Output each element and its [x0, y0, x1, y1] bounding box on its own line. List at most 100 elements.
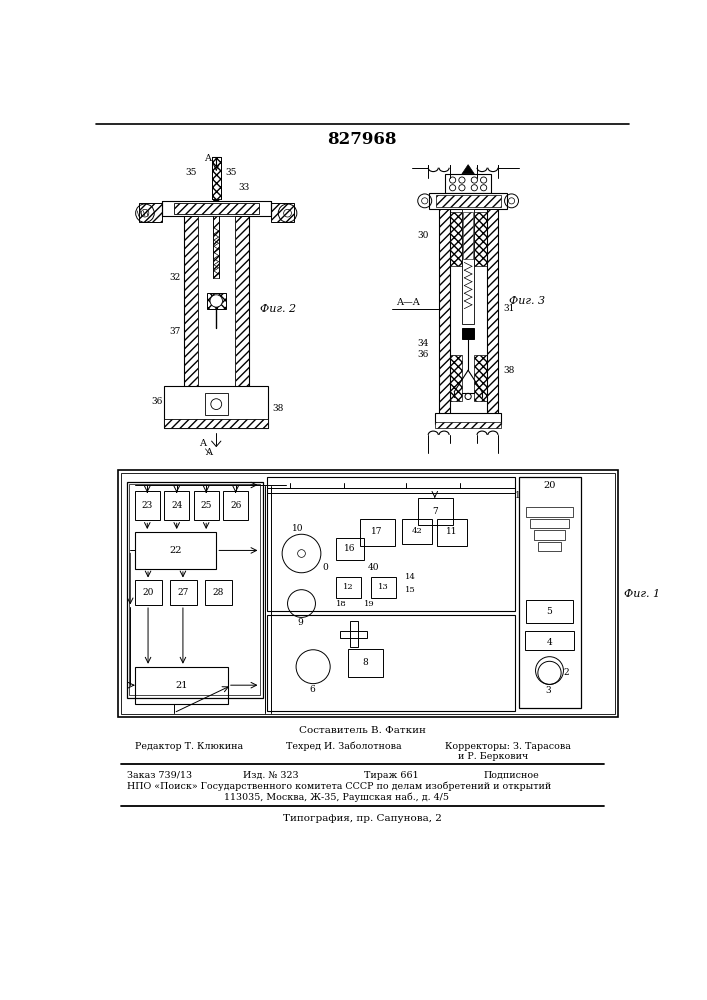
Text: 6: 6 [309, 685, 315, 694]
Bar [360, 519, 395, 546]
Bar [135, 532, 216, 569]
Bar [371, 577, 396, 598]
Bar [194, 491, 218, 520]
Bar [204, 580, 232, 605]
Bar [418, 498, 452, 525]
Bar [118, 470, 618, 717]
Bar [538, 542, 561, 551]
Bar [351, 621, 358, 647]
Text: 23: 23 [141, 501, 153, 510]
Bar [436, 195, 501, 207]
Text: 26: 26 [230, 501, 241, 510]
Text: 38: 38 [272, 404, 284, 413]
Text: 35: 35 [226, 168, 237, 177]
Polygon shape [462, 165, 474, 174]
Bar [429, 193, 507, 209]
Bar [164, 386, 268, 428]
Text: 12: 12 [344, 583, 354, 591]
Bar [135, 580, 162, 605]
Text: 18: 18 [337, 600, 347, 608]
Polygon shape [213, 199, 219, 207]
Text: 42: 42 [411, 527, 422, 535]
Bar [198, 216, 235, 386]
Text: 2: 2 [563, 668, 569, 677]
Text: A—A: A—A [396, 298, 420, 307]
Text: 24: 24 [171, 501, 182, 510]
Text: 0: 0 [322, 563, 328, 572]
Text: 36: 36 [151, 397, 163, 406]
Text: A: A [204, 154, 211, 163]
Bar [127, 482, 263, 698]
Bar [271, 203, 293, 222]
Text: 28: 28 [212, 588, 223, 597]
Bar [462, 209, 474, 324]
Text: 40: 40 [368, 563, 379, 572]
Text: 10: 10 [292, 524, 303, 533]
Text: 33: 33 [238, 183, 249, 192]
Bar [207, 293, 226, 309]
Text: 5: 5 [547, 607, 552, 616]
Bar [450, 212, 462, 266]
Bar [211, 157, 221, 199]
Bar [164, 491, 189, 520]
Text: 15: 15 [404, 586, 415, 594]
Text: 30: 30 [417, 231, 428, 240]
Bar [438, 209, 450, 413]
Bar [139, 203, 162, 222]
Bar [534, 530, 565, 540]
Text: Типография, пр. Сапунова, 2: Типография, пр. Сапунова, 2 [283, 814, 441, 823]
Bar [129, 484, 260, 695]
Text: Техред И. Заболотнова: Техред И. Заболотнова [286, 741, 402, 751]
Bar [464, 212, 473, 259]
Bar [213, 216, 219, 278]
Text: и Р. Беркович: и Р. Беркович [458, 752, 528, 761]
Bar [530, 519, 569, 528]
Bar [162, 201, 271, 216]
Text: 20: 20 [142, 588, 153, 597]
Text: 25: 25 [200, 501, 212, 510]
Bar [526, 507, 573, 517]
Text: 21: 21 [175, 681, 187, 690]
Text: 22: 22 [169, 546, 182, 555]
Text: 32: 32 [170, 273, 181, 282]
Bar [445, 174, 491, 193]
Text: Подписное: Подписное [484, 771, 539, 780]
Text: НПО «Поиск» Государственного комитета СССР по делам изобретений и открытий: НПО «Поиск» Государственного комитета СС… [127, 781, 551, 791]
Bar [525, 631, 574, 650]
Text: 20: 20 [543, 481, 556, 490]
Text: 113035, Москва, Ж-35, Раушская наб., д. 4/5: 113035, Москва, Ж-35, Раушская наб., д. … [224, 792, 449, 802]
Bar [174, 203, 259, 214]
Bar [121, 473, 614, 714]
Text: A: A [206, 448, 212, 457]
Text: Тираж 661: Тираж 661 [363, 771, 418, 780]
Text: 34: 34 [417, 339, 428, 348]
Text: Фиг. 1: Фиг. 1 [624, 589, 660, 599]
Bar [402, 519, 432, 544]
Text: 38: 38 [504, 366, 515, 375]
Bar [526, 600, 573, 623]
Bar [184, 216, 198, 386]
Circle shape [210, 295, 223, 307]
Bar [223, 491, 248, 520]
Text: 8: 8 [362, 658, 368, 667]
Text: 27: 27 [177, 588, 189, 597]
Text: Заказ 739/13: Заказ 739/13 [127, 771, 192, 780]
Text: 3: 3 [546, 686, 551, 695]
Text: 9: 9 [298, 618, 303, 627]
Text: 31: 31 [504, 304, 515, 313]
Text: 4: 4 [547, 638, 552, 647]
Text: 16: 16 [344, 544, 356, 553]
Bar [435, 413, 501, 424]
Bar [435, 422, 501, 428]
Bar [267, 477, 515, 611]
Bar [337, 577, 361, 598]
Bar [518, 477, 580, 708]
Bar [486, 209, 498, 413]
Text: Составитель В. Фаткин: Составитель В. Фаткин [298, 726, 426, 735]
Bar [474, 355, 486, 401]
Text: 13: 13 [378, 583, 389, 591]
Bar [337, 538, 363, 560]
Text: Редактор Т. Клюкина: Редактор Т. Клюкина [135, 742, 243, 751]
Bar [135, 667, 228, 704]
Text: Корректоры: З. Тарасова: Корректоры: З. Тарасова [445, 742, 571, 751]
